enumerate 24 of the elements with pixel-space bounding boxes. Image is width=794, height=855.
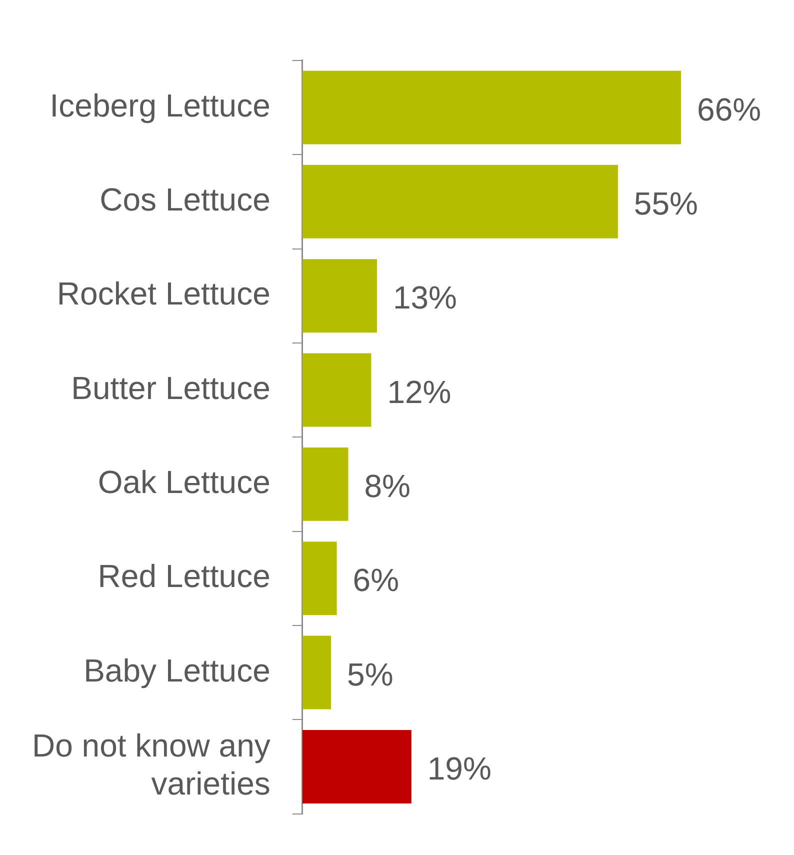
bar bbox=[302, 164, 618, 238]
y-tick-label: Oak Lettuce bbox=[98, 464, 270, 500]
bar bbox=[302, 636, 332, 710]
data-label: 55% bbox=[634, 185, 698, 222]
data-label: 6% bbox=[352, 562, 400, 598]
data-label: 66% bbox=[697, 91, 762, 128]
bar bbox=[302, 447, 348, 521]
bar bbox=[302, 353, 372, 427]
data-label: 5% bbox=[347, 656, 394, 692]
data-label: 8% bbox=[364, 468, 411, 504]
bar bbox=[302, 259, 377, 333]
y-tick-label: Do not know any varieties bbox=[32, 727, 270, 802]
bar bbox=[302, 70, 682, 144]
data-label: 19% bbox=[427, 750, 492, 787]
data-label: 13% bbox=[392, 280, 457, 316]
bar bbox=[302, 542, 337, 616]
data-label: 12% bbox=[387, 374, 452, 410]
y-tick-label: Iceberg Lettuce bbox=[50, 87, 270, 124]
y-tick-label: Rocket Lettuce bbox=[56, 276, 270, 312]
y-tick-label: Red Lettuce bbox=[98, 558, 270, 594]
y-tick-label: Baby Lettuce bbox=[84, 652, 270, 688]
y-tick-label: Cos Lettuce bbox=[100, 181, 270, 218]
y-tick-label: Butter Lettuce bbox=[71, 370, 270, 406]
bar bbox=[302, 730, 412, 804]
